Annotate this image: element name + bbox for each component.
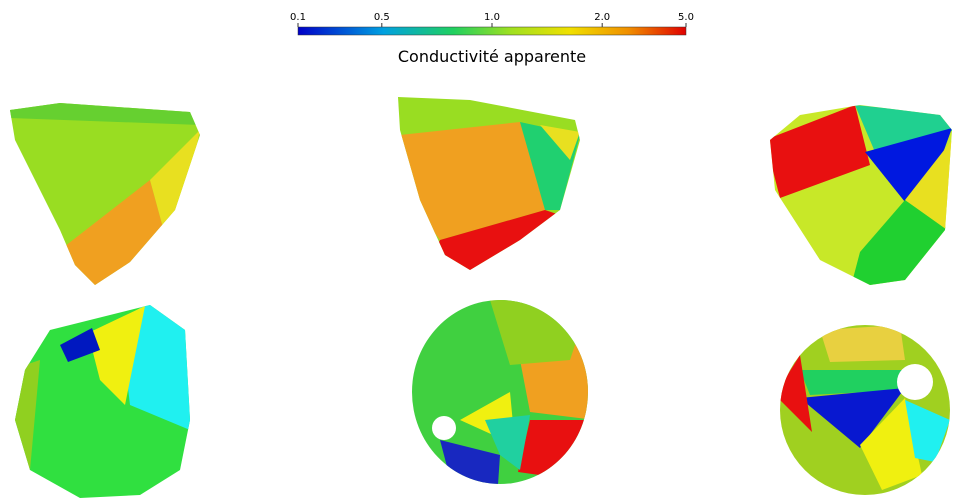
colorbar: [297, 26, 687, 36]
colorbar-title: Conductivité apparente: [398, 47, 586, 66]
shape-4: [15, 305, 190, 498]
colorbar-ticks: 0.1 0.5 1.0 2.0 5.0: [290, 12, 694, 27]
colorbar-tick-label: 0.5: [374, 12, 390, 23]
shape-1: [10, 103, 200, 285]
colorbar-tick-label: 1.0: [484, 12, 500, 23]
shape-2: [398, 97, 580, 270]
shape-6: [780, 325, 950, 495]
colorbar-tick-label: 2.0: [594, 12, 610, 23]
shape-5: [412, 300, 588, 484]
colorbar-tick-label: 0.1: [290, 12, 306, 23]
colorbar-tick-label: 5.0: [678, 12, 694, 23]
shape-3: [770, 105, 952, 285]
